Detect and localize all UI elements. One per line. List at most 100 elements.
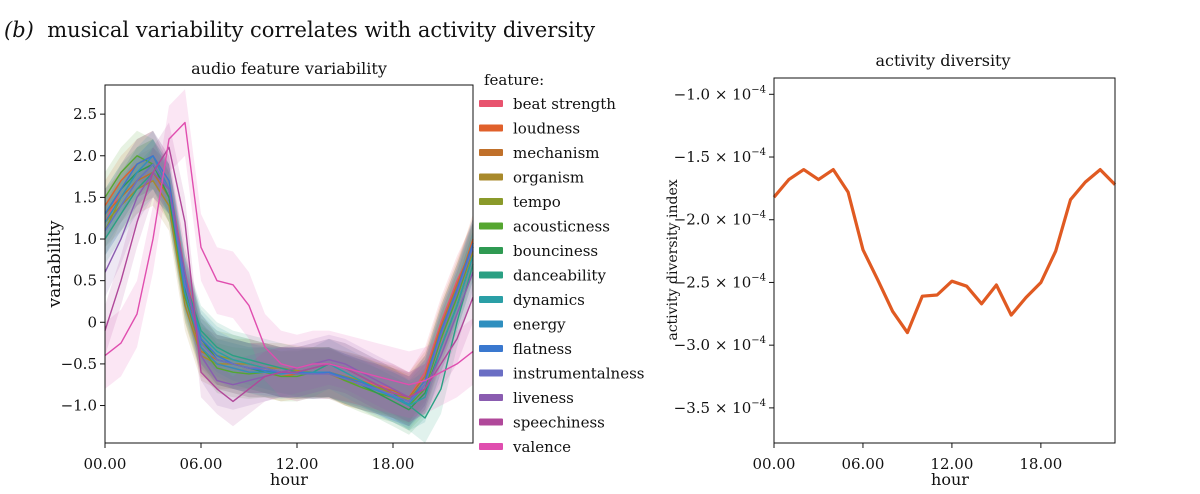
legend-swatch [479,149,503,156]
confidence-band-12 [105,147,473,423]
y-tick-label: 1.5 [73,188,97,206]
legend-swatch [479,394,503,401]
y-tick-label: 2.5 [73,105,97,123]
legend-label: liveness [513,389,574,407]
confidence-band-13 [105,122,473,427]
left-axes-frame [104,84,474,444]
legend-label: energy [513,316,566,334]
legend-label: dynamics [513,291,585,309]
legend-item: instrumentalness [479,365,644,383]
legend-label: valence [512,438,571,456]
y-tick-label: −2.0 × 10−4 [674,210,766,229]
left-x-axis-label: hour [270,470,308,489]
right-y-ticks: −1.0 × 10−4 −1.5 × 10−4 −2.0 × 10−4 −2.5 × … [674,84,774,417]
left-plot-area [104,89,474,443]
x-tick-label: 12.00 [930,455,973,473]
confidence-band-2 [105,147,473,423]
legend-swatch [479,345,503,352]
legend-item: flatness [479,340,572,358]
legend: feature: beat strength loudness mechanism o… [479,71,644,456]
legend-label: tempo [513,193,561,211]
y-tick-label: −1.5 × 10−4 [674,147,766,166]
legend-swatch [479,369,503,377]
legend-label: beat strength [513,95,616,113]
left-x-ticks: 00.00 06.00 12.00 18.00 [84,443,415,473]
panel-caption-text: musical variability correlates with acti… [47,18,596,42]
legend-label: instrumentalness [513,365,644,383]
legend-item: valence [479,438,571,456]
legend-label: mechanism [513,144,599,162]
right-y-axis-label: activity diversity index [665,179,681,340]
legend-item: danceability [479,267,606,285]
legend-item: loudness [479,120,580,138]
legend-item: organism [479,169,584,187]
legend-swatch [479,173,503,181]
panel-label: (b) [4,18,34,42]
diversity-line-0 [772,168,1117,335]
confidence-band-10 [105,130,473,427]
x-tick-label: 06.00 [180,455,223,473]
series-line-14 [104,121,474,386]
x-tick-label: 06.00 [841,455,884,473]
y-tick-label: −1.0 × 10−4 [674,84,766,103]
left-chart-title: audio feature variability [191,59,387,78]
x-tick-label: 18.00 [372,455,415,473]
right-chart-title: activity diversity [875,51,1010,70]
legend-swatch [479,296,503,303]
legend-swatch [479,320,503,328]
legend-label: loudness [513,120,580,138]
legend-swatch [479,124,503,132]
legend-item: beat strength [479,95,616,113]
legend-item: tempo [479,193,561,211]
confidence-band-3 [105,155,473,427]
y-tick-label: 0 [87,313,97,331]
left-y-ticks: −1.0 −0.5 0 0.5 1.0 1.5 2.0 2.5 [61,105,105,415]
x-tick-label: 12.00 [276,455,319,473]
panel-caption: (b) musical variability correlates with … [4,18,595,42]
y-tick-label: −0.5 [61,355,97,373]
right-axes-frame [773,77,1116,444]
y-tick-label: −3.5 × 10−4 [674,398,766,417]
confidence-band-0 [105,130,473,423]
legend-swatch [479,418,503,426]
legend-label: organism [513,169,584,187]
activity-diversity-chart: activity diversity 00.00 06.00 12.00 18.00 … [665,51,1117,489]
legend-item: liveness [479,389,574,407]
y-tick-label: −2.5 × 10−4 [674,272,766,291]
legend-title: feature: [484,71,544,89]
legend-label: acousticness [513,218,610,236]
legend-item: dynamics [479,291,585,309]
y-tick-label: 0.5 [73,272,97,290]
legend-swatch [479,198,503,205]
series-line-11 [104,163,474,403]
legend-swatch [479,443,503,450]
y-tick-label: −3.0 × 10−4 [674,335,766,354]
confidence-band-5 [105,130,473,431]
left-y-axis-label: variability [45,220,65,308]
legend-label: speechiness [513,414,605,432]
y-tick-label: −1.0 [61,397,97,415]
x-tick-label: 00.00 [753,455,796,473]
right-x-ticks: 00.00 06.00 12.00 18.00 [753,443,1062,473]
right-plot-area [772,168,1117,335]
legend-swatch [479,222,503,230]
confidence-band-14 [105,89,473,418]
feature-variability-chart: audio feature variability 00.00 06.00 12.0… [45,59,474,489]
legend-item: speechiness [479,414,605,432]
legend-item: acousticness [479,218,610,236]
y-tick-label: 2.0 [73,147,97,165]
x-tick-label: 18.00 [1019,455,1062,473]
legend-label: flatness [513,340,572,358]
x-tick-label: 00.00 [84,455,127,473]
legend-label: bounciness [513,242,598,260]
legend-swatch [479,100,503,107]
legend-item: mechanism [479,144,599,162]
y-tick-label: 1.0 [73,230,97,248]
confidence-band-9 [105,130,473,429]
legend-item: energy [479,316,566,334]
confidence-band-7 [105,147,473,443]
legend-item: bounciness [479,242,598,260]
legend-swatch [479,247,503,254]
legend-swatch [479,271,503,279]
